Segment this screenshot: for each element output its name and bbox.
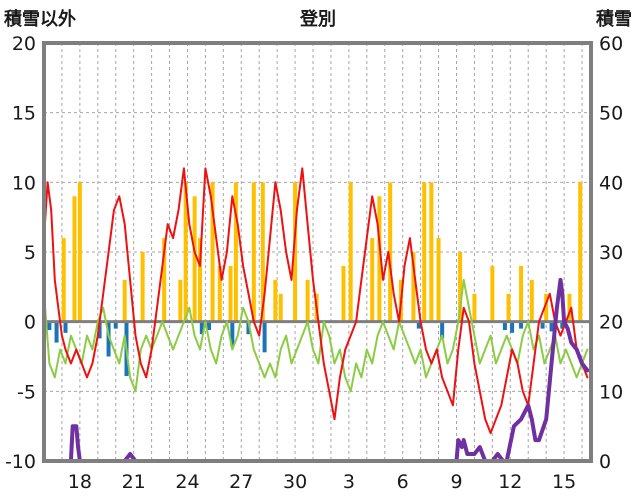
right-tick-label: 20 <box>599 312 623 334</box>
x-tick-label: 27 <box>229 471 253 493</box>
snowfall-bar <box>440 321 445 339</box>
snowfall-bar <box>113 321 118 329</box>
left-tick-label: 15 <box>12 103 36 125</box>
precip-bar <box>370 238 375 322</box>
precip-bar <box>140 252 145 322</box>
right-tick-label: 50 <box>599 103 623 125</box>
chart-title: 登別 <box>299 8 336 30</box>
precip-bar <box>198 238 203 322</box>
x-tick-label: 30 <box>283 471 307 493</box>
plot-area: -10 -5 0 5 10 15 20 0 10 20 30 40 50 60 18 21 24 27 30 3 6 9 1… <box>5 33 623 493</box>
right-tick-label: 40 <box>599 172 623 194</box>
left-tick-label: 20 <box>12 33 36 55</box>
snowfall-bar <box>246 321 251 335</box>
precip-bar <box>293 182 298 322</box>
precip-bar <box>278 293 283 322</box>
precip-bar <box>567 293 572 322</box>
precip-bar <box>251 182 256 322</box>
left-tick-label: -5 <box>17 381 36 403</box>
right-tick-label: 60 <box>599 33 623 55</box>
precip-bar <box>436 238 441 322</box>
precip-bar <box>529 279 534 322</box>
snowfall-bar <box>106 321 111 357</box>
precip-bar <box>228 265 233 322</box>
precip-bar <box>429 182 434 322</box>
snowfall-bar <box>519 321 524 329</box>
snowfall-bar <box>97 321 102 339</box>
precip-bar <box>422 182 427 322</box>
x-tick-label: 21 <box>122 471 146 493</box>
precip-bar <box>348 182 353 322</box>
plot-frame <box>42 41 593 463</box>
x-tick-label: 18 <box>68 471 92 493</box>
precip-bar <box>192 196 197 322</box>
x-tick-label: 9 <box>450 471 462 493</box>
precip-bar <box>377 196 382 322</box>
precip-bar <box>217 265 222 322</box>
precip-bar <box>472 293 477 322</box>
snowfall-bar <box>510 321 515 333</box>
precip-bar <box>122 279 127 322</box>
precip-bar <box>578 182 583 322</box>
left-tick-label: 0 <box>24 312 36 334</box>
x-tick-label: 6 <box>397 471 409 493</box>
precip-bar <box>183 182 188 322</box>
precip-bar <box>72 196 77 322</box>
snowfall-bar <box>560 321 565 329</box>
precip-bar <box>490 265 495 322</box>
left-tick-label: 10 <box>12 172 36 194</box>
left-axis-label: 積雪以外 <box>3 8 76 30</box>
right-tick-label: 0 <box>599 451 611 473</box>
min_temp-line <box>43 278 589 393</box>
precip-bar <box>544 293 549 322</box>
snowfall-bar <box>63 321 68 333</box>
precip-bar <box>162 238 167 322</box>
x-tick-label: 12 <box>498 471 522 493</box>
snowfall-bar <box>230 321 235 347</box>
right-axis-label: 積雪 <box>595 8 632 30</box>
max_temp-line <box>43 167 589 435</box>
snowfall-bar <box>416 321 421 329</box>
precip-bar <box>506 293 511 322</box>
precip-bar <box>210 182 215 322</box>
precip-bar <box>233 182 238 322</box>
precip-bar <box>411 252 416 322</box>
snowfall-bar <box>206 321 211 331</box>
precip-bar <box>458 252 463 322</box>
right-tick-label: 30 <box>599 242 623 264</box>
precip-bar <box>273 279 278 322</box>
precip-bar <box>519 265 524 322</box>
precip-bar <box>341 265 346 322</box>
snowfall-bar <box>199 321 204 335</box>
x-tick-label: 24 <box>175 471 199 493</box>
snowfall-bar <box>502 321 507 331</box>
precip-bar <box>77 182 82 322</box>
precip-bar <box>178 279 183 322</box>
left-tick-label: 5 <box>24 242 36 264</box>
snowfall-bar <box>262 321 267 353</box>
x-tick-label: 3 <box>343 471 355 493</box>
right-tick-label: 10 <box>599 381 623 403</box>
snowfall-bar <box>549 321 554 332</box>
snowfall-bar <box>54 321 59 343</box>
precip-bar <box>305 279 310 322</box>
left-tick-label: -10 <box>5 451 36 473</box>
snowfall-bar <box>47 321 52 331</box>
precip-bar <box>260 182 265 322</box>
x-tick-label: 15 <box>552 471 576 493</box>
precip-bar <box>61 238 66 322</box>
precip-bar <box>388 182 393 322</box>
snowfall-bar <box>540 321 545 329</box>
